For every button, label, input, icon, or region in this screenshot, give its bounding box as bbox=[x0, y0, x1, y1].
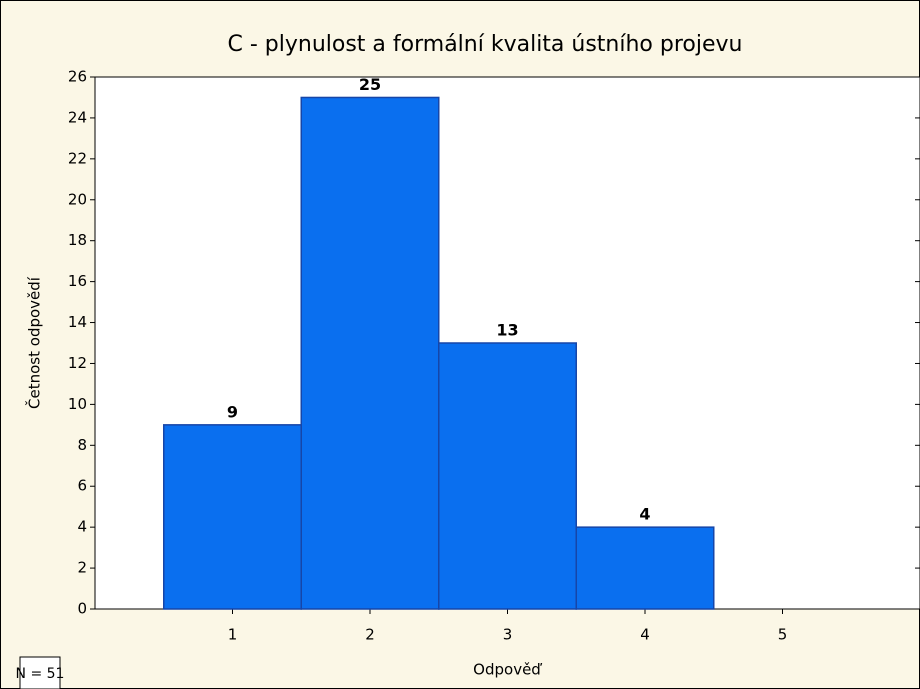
bar bbox=[163, 424, 302, 610]
annotation: N = 51 bbox=[16, 666, 65, 682]
chart-title: C - plynulost a formální kvalita ústního… bbox=[228, 32, 743, 57]
y-tick-label: 4 bbox=[77, 518, 87, 536]
value-label: 13 bbox=[496, 321, 518, 340]
y-tick-label: 22 bbox=[68, 149, 87, 167]
annotation-box bbox=[19, 656, 61, 689]
x-axis-label: Odpověď bbox=[473, 661, 542, 679]
bar bbox=[575, 526, 715, 610]
y-tick-label: 26 bbox=[68, 68, 87, 86]
y-tick-label: 18 bbox=[68, 231, 87, 249]
y-tick-label: 12 bbox=[68, 354, 87, 372]
y-tick-label: 14 bbox=[68, 313, 87, 331]
y-tick-label: 24 bbox=[68, 108, 87, 126]
x-tick-label: 4 bbox=[640, 626, 650, 644]
x-tick-label: 1 bbox=[228, 626, 238, 644]
y-tick-label: 10 bbox=[68, 395, 87, 413]
value-label: 4 bbox=[639, 505, 650, 524]
bar bbox=[300, 96, 440, 610]
y-tick-label: 16 bbox=[68, 272, 87, 290]
x-tick-label: 5 bbox=[778, 626, 788, 644]
y-tick-label: 20 bbox=[68, 190, 87, 208]
x-tick-label: 2 bbox=[365, 626, 375, 644]
bar bbox=[438, 342, 577, 610]
y-tick-label: 8 bbox=[77, 436, 87, 454]
y-axis-label: Četnost odpovědí bbox=[25, 276, 44, 409]
x-tick-label: 3 bbox=[503, 626, 513, 644]
y-tick-label: 2 bbox=[77, 559, 87, 577]
value-label: 25 bbox=[359, 75, 381, 94]
y-tick-label: 0 bbox=[77, 600, 87, 618]
value-label: 9 bbox=[227, 402, 238, 421]
y-tick-label: 6 bbox=[77, 477, 87, 495]
